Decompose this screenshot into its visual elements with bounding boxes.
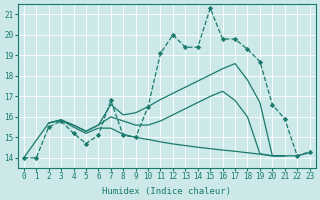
X-axis label: Humidex (Indice chaleur): Humidex (Indice chaleur) [102,187,231,196]
